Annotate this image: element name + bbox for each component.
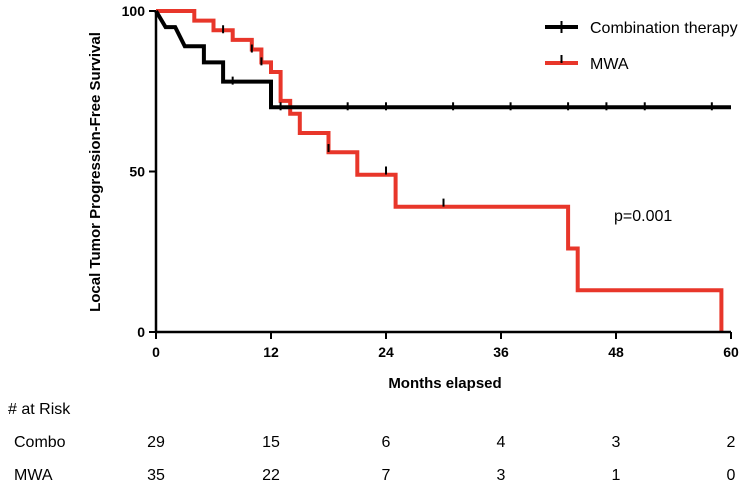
risk-value: 3 — [497, 467, 506, 484]
risk-value: 22 — [262, 467, 280, 484]
x-tick-label: 48 — [608, 344, 624, 360]
risk-row-label-mwa: MWA — [14, 467, 53, 484]
risk-value: 2 — [727, 434, 736, 451]
x-tick-label: 0 — [152, 344, 160, 360]
x-tick-label: 36 — [493, 344, 509, 360]
plot-area — [154, 9, 731, 332]
p-value-annotation: p=0.001 — [614, 208, 672, 225]
legend-label-combination: Combination therapy — [590, 20, 738, 37]
risk-row-label-combo: Combo — [14, 434, 66, 451]
legend-item-combination: Combination therapy — [545, 20, 738, 37]
y-tick-label: 0 — [137, 324, 145, 340]
x-tick-label: 24 — [378, 344, 394, 360]
risk-value: 15 — [262, 434, 280, 451]
risk-value: 3 — [612, 434, 621, 451]
risk-table-title: # at Risk — [8, 401, 71, 418]
risk-value: 0 — [727, 467, 736, 484]
legend: Combination therapy MWA — [545, 20, 738, 73]
x-tick-label: 12 — [263, 344, 279, 360]
risk-value: 4 — [497, 434, 506, 451]
x-axis-title: Months elapsed — [388, 375, 501, 392]
risk-table: # at Risk Combo MWA 29 15 6 4 3 2 35 22 7 3 1 0 — [8, 401, 736, 484]
legend-item-mwa: MWA — [545, 55, 629, 73]
risk-value: 7 — [382, 467, 391, 484]
y-axis-title: Local Tumor Progression-Free Survival — [87, 32, 104, 312]
series-line-mwa — [156, 9, 724, 332]
risk-value: 1 — [612, 467, 621, 484]
y-tick-label: 50 — [129, 164, 145, 180]
risk-value: 35 — [147, 467, 165, 484]
series-line-combination — [154, 9, 731, 110]
y-tick-label: 100 — [122, 3, 146, 19]
legend-label-mwa: MWA — [590, 56, 629, 73]
risk-value: 6 — [382, 434, 391, 451]
risk-values: 29 15 6 4 3 2 35 22 7 3 1 0 — [147, 434, 735, 484]
axes: Months elapsed Local Tumor Progression-F… — [87, 3, 739, 392]
risk-value: 29 — [147, 434, 165, 451]
x-tick-label: 60 — [723, 344, 739, 360]
